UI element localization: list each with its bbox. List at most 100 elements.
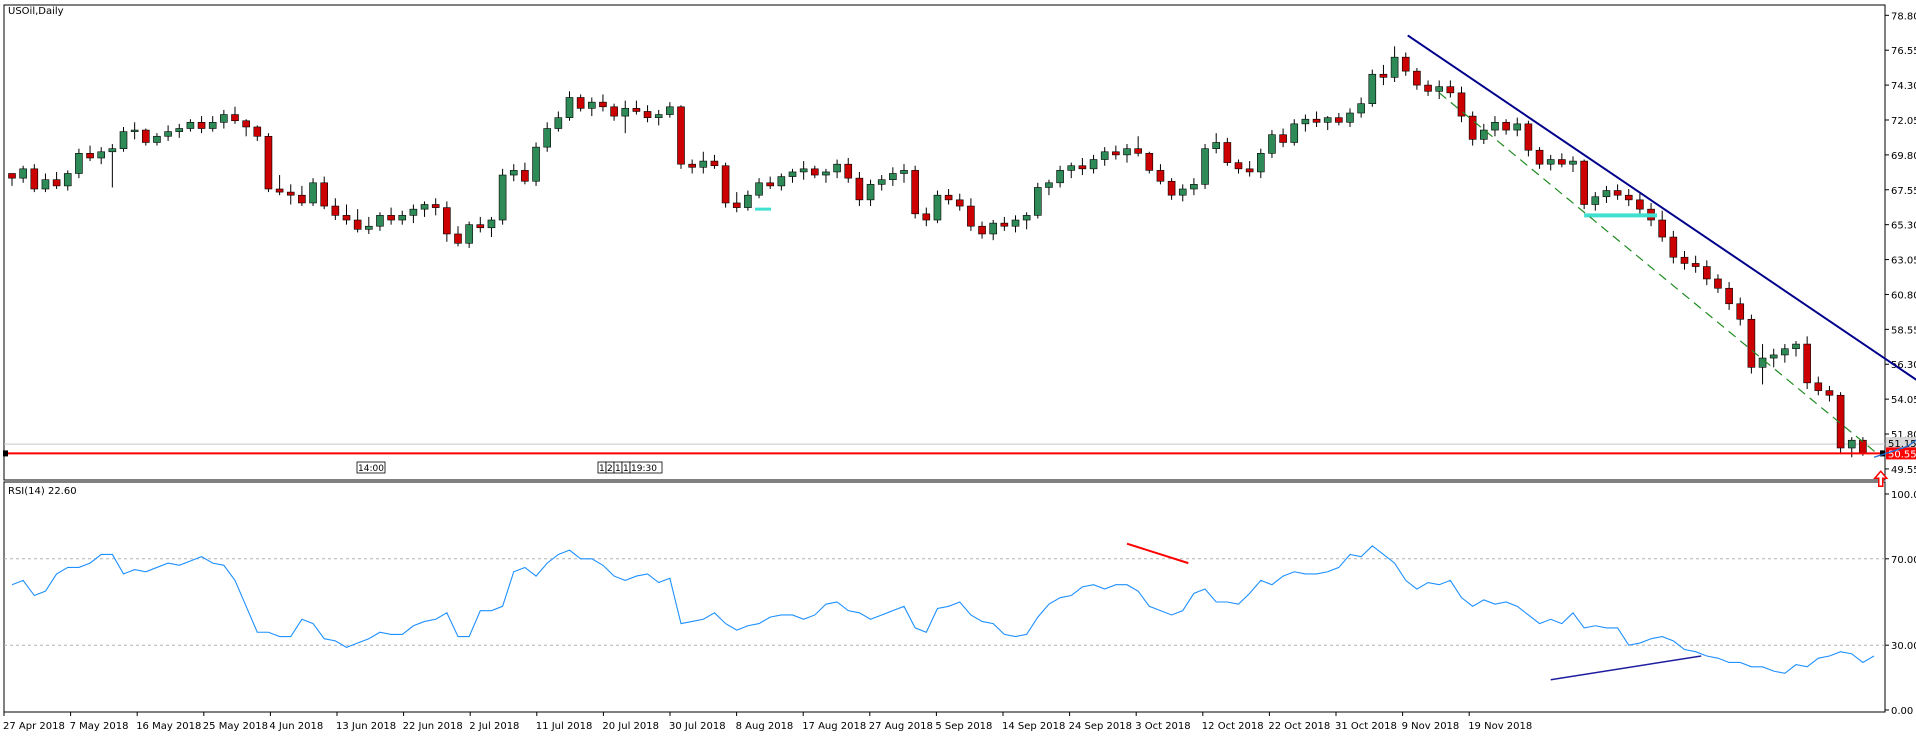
event-label-3: 1 [615, 464, 621, 474]
candle-body [1613, 190, 1622, 196]
candle-body [1446, 86, 1455, 94]
candle-body [1435, 86, 1443, 92]
support-left-handle [3, 450, 8, 457]
candle-body [889, 173, 897, 180]
candle-body [1390, 56, 1399, 78]
candle-body [978, 225, 986, 235]
candle-body [1747, 318, 1756, 368]
candle-body [197, 122, 206, 129]
event-label-time-2: 19:30 [631, 464, 657, 474]
candle-body [643, 111, 652, 118]
candle-body [1669, 236, 1678, 258]
x-axis-label: 5 Sep 2018 [935, 721, 992, 732]
projection-path [1873, 439, 1916, 458]
candle-body [52, 179, 61, 187]
candle-body [532, 146, 540, 182]
candle-body [1480, 129, 1488, 140]
candle-body [900, 170, 908, 174]
candle-body [19, 168, 27, 179]
candle-body [1624, 194, 1633, 201]
y-tick-label: 69.80 [1891, 151, 1916, 162]
candle-body [755, 182, 763, 196]
candle-body [398, 215, 407, 221]
candle-body [1290, 123, 1299, 143]
candle-body [1803, 343, 1811, 384]
candle-body [97, 151, 105, 159]
candle-body [1680, 256, 1689, 264]
candle-body [420, 204, 429, 210]
candle-body [1011, 219, 1020, 227]
buy-arrow-icon [1873, 470, 1889, 487]
chart-title: USOil,Daily [8, 6, 64, 17]
candle-body [989, 222, 998, 235]
candle-body [1078, 165, 1087, 170]
candle-body [1769, 354, 1778, 359]
candle-body [587, 101, 596, 109]
candle-body [1513, 123, 1522, 131]
y-tick-label: 49.55 [1891, 465, 1916, 476]
candle-body [621, 108, 630, 117]
candle-body [1859, 439, 1867, 453]
candle-body [1045, 182, 1053, 188]
candle-body [476, 224, 485, 229]
candle-body [1781, 348, 1789, 356]
candle-body [1491, 122, 1499, 131]
candle-body [1836, 394, 1845, 449]
y-tick-label: 51.80 [1891, 430, 1916, 441]
x-axis-label: 7 May 2018 [70, 721, 129, 732]
candle-body [1022, 215, 1031, 221]
candle-body [376, 215, 384, 227]
rsi-panel-frame [3, 481, 1886, 713]
candle-body [309, 182, 317, 204]
candle-body [1636, 199, 1644, 210]
candle-body [487, 219, 496, 229]
candle-body [1736, 303, 1745, 320]
candle-body [967, 205, 975, 227]
candle-body [298, 194, 306, 204]
rsi-tick-label: 30.00 [1891, 641, 1916, 652]
x-axis-label: 14 Sep 2018 [1002, 721, 1065, 732]
candle-body [1145, 153, 1154, 171]
candle-body [1558, 159, 1566, 165]
candle-body [1413, 70, 1421, 86]
x-axis-label: 27 Apr 2018 [3, 721, 65, 732]
x-axis-label: 31 Oct 2018 [1335, 721, 1397, 732]
candle-body [1034, 187, 1042, 216]
candle-body [1100, 151, 1109, 160]
candle-body [744, 194, 752, 208]
candle-body [822, 171, 830, 176]
resistance-trendline [1407, 34, 1916, 381]
y-tick-label: 58.55 [1891, 325, 1916, 336]
y-tick-label: 76.55 [1891, 46, 1916, 57]
candle-body [599, 101, 607, 108]
candle-body [186, 122, 195, 129]
candle-body [1401, 56, 1410, 72]
candle-body [1602, 190, 1611, 198]
candle-body [1212, 142, 1220, 149]
candle-body [1847, 439, 1856, 449]
candle-body [431, 204, 440, 208]
candle-body [130, 129, 139, 132]
candle-body [866, 184, 875, 201]
candle-body [610, 106, 618, 117]
candle-body [331, 205, 340, 216]
x-axis-label: 22 Jun 2018 [403, 721, 463, 732]
candle-body [732, 202, 741, 208]
event-label-time-2-box [629, 461, 663, 474]
candle-body [1245, 168, 1254, 173]
candle-body [565, 97, 574, 118]
y-tick-label: 63.05 [1891, 256, 1916, 267]
candle-body [1335, 117, 1343, 123]
event-label-1: 1 [599, 464, 605, 474]
candle-body [1703, 266, 1711, 280]
rsi-tick-label: 0.00 [1891, 706, 1913, 717]
y-tick-label: 78.80 [1891, 11, 1916, 22]
x-axis-label: 25 May 2018 [203, 721, 268, 732]
candle-body [75, 153, 83, 174]
candle-body [788, 171, 797, 177]
candle-body [933, 194, 942, 221]
candle-body [63, 173, 72, 187]
x-axis-label: 16 May 2018 [136, 721, 201, 732]
x-axis-label: 2 Jul 2018 [469, 721, 519, 732]
